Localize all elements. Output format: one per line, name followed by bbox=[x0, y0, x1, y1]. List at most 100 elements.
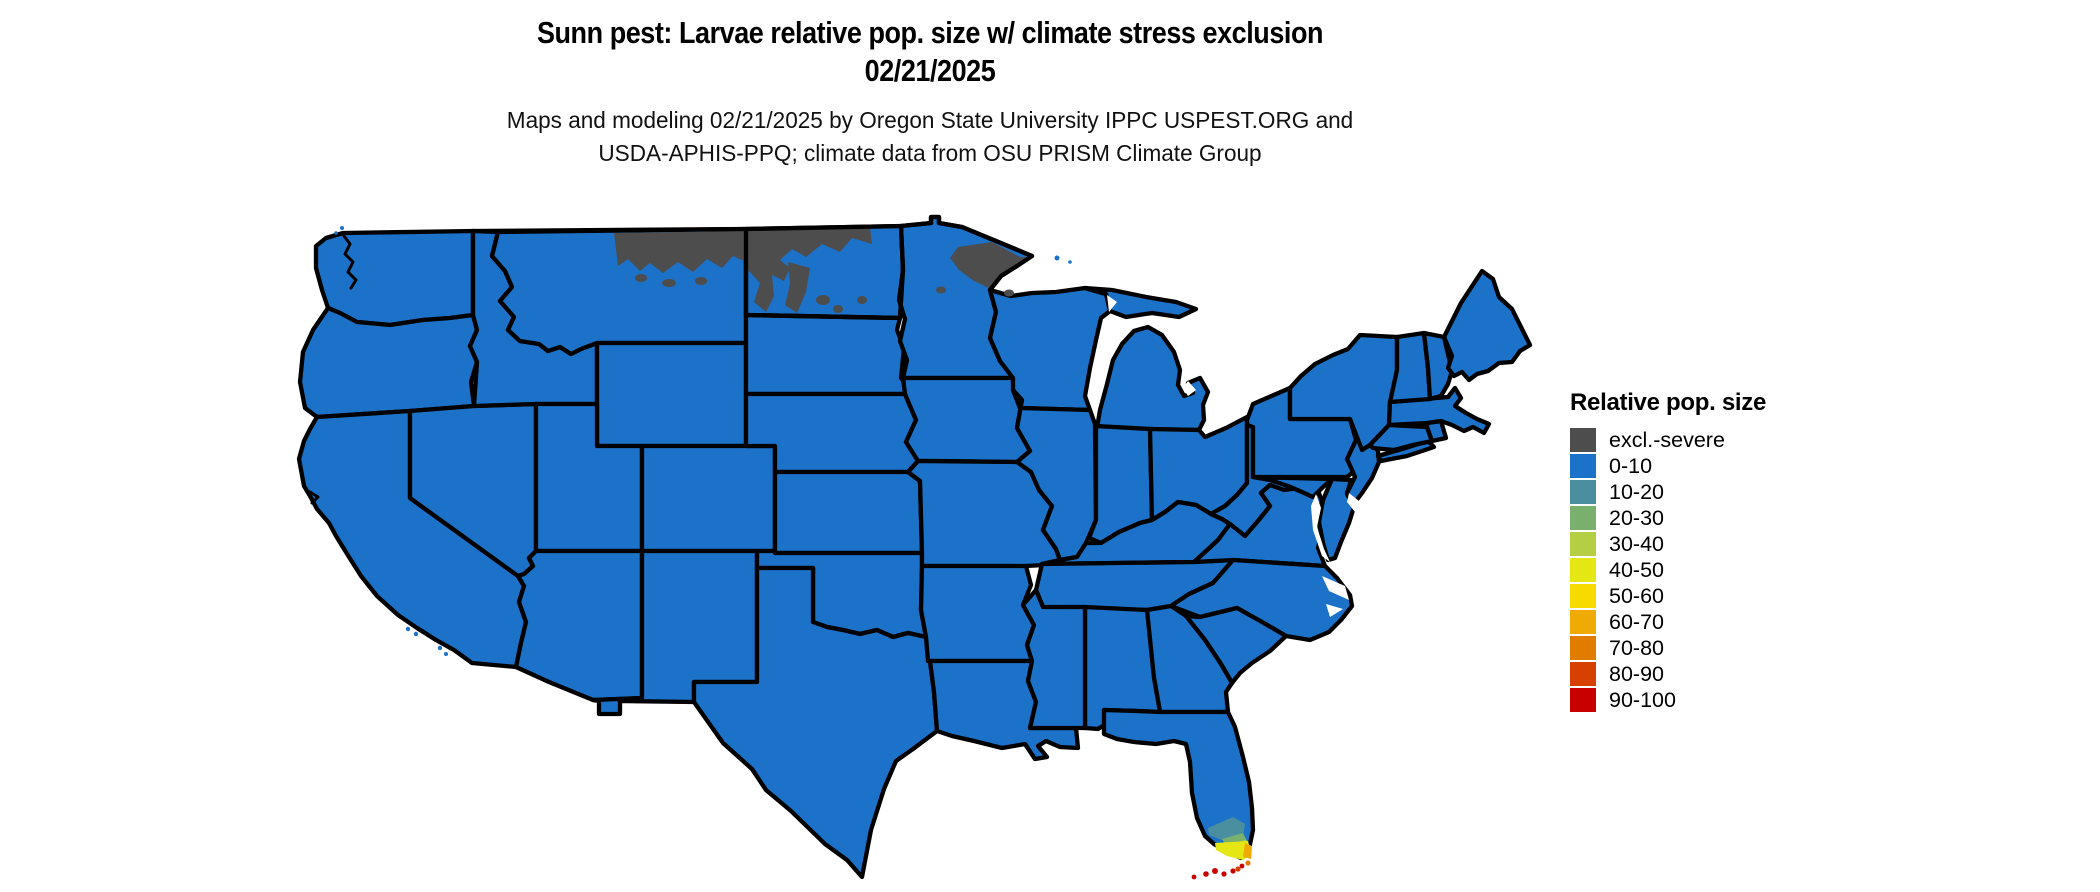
excluded-patch-north-dakota-central bbox=[785, 262, 810, 313]
florida-class-60-70 bbox=[1243, 843, 1252, 859]
minnesota-superior-shore bbox=[987, 253, 1035, 293]
legend-item: 0-10 bbox=[1570, 453, 1766, 479]
florida-keys-class-90-100 bbox=[1191, 874, 1197, 880]
legend-label: 70-80 bbox=[1609, 635, 1664, 660]
saginaw-bay bbox=[1183, 381, 1196, 396]
water-overlay-layer bbox=[1107, 295, 1359, 617]
map-subtitle-line2: USDA-APHIS-PPQ; climate data from OSU PR… bbox=[598, 140, 1262, 166]
florida-keys-class-90-100 bbox=[1212, 868, 1218, 874]
legend-swatch bbox=[1570, 636, 1596, 660]
legend-item: 70-80 bbox=[1570, 635, 1766, 661]
state-arizona bbox=[513, 548, 645, 703]
legend-label: 10-20 bbox=[1609, 479, 1664, 504]
excluded-speckle bbox=[857, 296, 867, 304]
map-subtitle-line1: Maps and modeling 02/21/2025 by Oregon S… bbox=[506, 107, 1354, 133]
legend-item: 30-40 bbox=[1570, 531, 1766, 557]
state-south-dakota bbox=[743, 312, 911, 397]
florida-keys-class-80-90 bbox=[1235, 866, 1241, 872]
san-francisco-bay bbox=[308, 490, 320, 505]
excluded-speckle bbox=[833, 305, 843, 313]
map-title: Sunn pest: Larvae relative pop. size w/ … bbox=[382, 14, 1478, 90]
excluded-speckle bbox=[635, 274, 647, 282]
florida-class-10-20 bbox=[1208, 817, 1245, 840]
legend-swatch bbox=[1570, 532, 1596, 556]
delaware-bay bbox=[1347, 493, 1359, 512]
north-dakota-minnesota-border bbox=[897, 223, 906, 321]
state-florida bbox=[1101, 707, 1256, 861]
excluded-patch-minnesota bbox=[950, 242, 1030, 289]
state-massachusetts bbox=[1386, 385, 1492, 436]
legend-item: 40-50 bbox=[1570, 557, 1766, 583]
isle-royale bbox=[1054, 255, 1060, 261]
state-wisconsin bbox=[987, 285, 1122, 413]
legend-swatch bbox=[1570, 558, 1596, 582]
header: Sunn pest: Larvae relative pop. size w/ … bbox=[300, 14, 1560, 170]
legend-label: 20-30 bbox=[1609, 505, 1664, 530]
states-layer bbox=[296, 214, 1533, 880]
florida-keys-class-90-100 bbox=[1203, 871, 1209, 877]
legend-swatch bbox=[1570, 688, 1596, 712]
map-title-line1: Sunn pest: Larvae relative pop. size w/ … bbox=[536, 15, 1324, 50]
florida-keys-class-90-100 bbox=[1239, 863, 1245, 869]
islands-layer bbox=[334, 226, 1072, 656]
canada-border bbox=[470, 214, 1035, 259]
albemarle-sound bbox=[1326, 604, 1343, 617]
excluded-speckle bbox=[695, 277, 707, 285]
florida-keys-class-90-100 bbox=[1221, 871, 1227, 877]
legend-swatch bbox=[1570, 428, 1596, 452]
legend-label: 0-10 bbox=[1609, 453, 1653, 478]
state-maine bbox=[1441, 268, 1533, 383]
legend-label: 90-100 bbox=[1609, 687, 1676, 712]
legend-label: 50-60 bbox=[1609, 583, 1664, 608]
florida-class-40-50 bbox=[1215, 841, 1252, 860]
state-wyoming bbox=[594, 340, 749, 449]
pamlico-sound bbox=[1322, 576, 1349, 600]
state-colorado bbox=[639, 443, 778, 554]
channel-islands bbox=[444, 652, 448, 656]
map-subtitle: Maps and modeling 02/21/2025 by Oregon S… bbox=[325, 104, 1535, 170]
legend: Relative pop. size excl.-severe 0-10 10-20… bbox=[1570, 389, 1766, 713]
legend-item: 90-100 bbox=[1570, 687, 1766, 713]
channel-islands bbox=[437, 645, 443, 651]
map-title-line2: 02/21/2025 bbox=[864, 53, 996, 88]
excluded-patch-north-dakota bbox=[746, 228, 872, 312]
excluded-speckle bbox=[1004, 289, 1014, 297]
border-restroke-layer bbox=[308, 214, 1035, 505]
legend-item: 60-70 bbox=[1570, 609, 1766, 635]
legend-label: excl.-severe bbox=[1609, 427, 1725, 452]
legend-swatch bbox=[1570, 506, 1596, 530]
channel-islands bbox=[413, 631, 419, 637]
florida-keys-class-90-100 bbox=[1230, 868, 1236, 874]
puget-sound-inlets bbox=[342, 234, 358, 290]
florida-gradient-layer bbox=[1191, 817, 1252, 880]
legend-label: 30-40 bbox=[1609, 531, 1664, 556]
legend-item: excl.-severe bbox=[1570, 427, 1766, 453]
san-juan-islands bbox=[334, 231, 338, 235]
legend-label: 80-90 bbox=[1609, 661, 1664, 686]
excluded-speckle bbox=[662, 279, 676, 287]
excluded-severe-layer bbox=[614, 228, 1030, 313]
state-oregon bbox=[297, 305, 480, 420]
excluded-speckle bbox=[936, 286, 946, 294]
state-michigan bbox=[1094, 324, 1211, 433]
florida-keys-class-70-80 bbox=[1245, 860, 1251, 866]
isle-royale bbox=[1068, 260, 1072, 264]
legend-title: Relative pop. size bbox=[1570, 389, 1766, 416]
legend-item: 50-60 bbox=[1570, 583, 1766, 609]
legend-item: 80-90 bbox=[1570, 661, 1766, 687]
legend-item: 10-20 bbox=[1570, 479, 1766, 505]
legend-swatch bbox=[1570, 662, 1596, 686]
legend-swatch bbox=[1570, 454, 1596, 478]
state-arkansas bbox=[918, 563, 1037, 664]
state-kansas bbox=[772, 469, 925, 556]
state-texas bbox=[691, 565, 940, 880]
green-bay bbox=[1107, 295, 1117, 312]
chesapeake-bay bbox=[1311, 494, 1330, 562]
state-mississippi bbox=[1020, 587, 1088, 731]
channel-islands bbox=[405, 626, 411, 632]
north-dakota-south-dakota-border bbox=[743, 312, 903, 321]
legend-label: 60-70 bbox=[1609, 609, 1664, 634]
legend-swatch bbox=[1570, 610, 1596, 634]
